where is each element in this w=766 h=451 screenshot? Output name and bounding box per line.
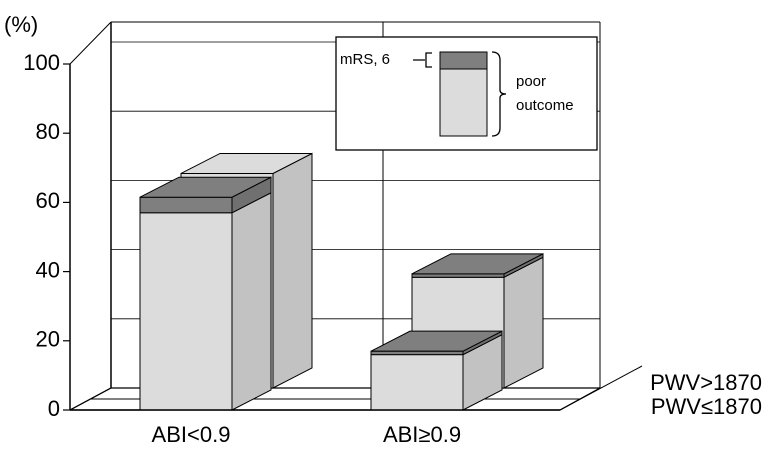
depth-label: PWV≤1870 <box>651 394 762 419</box>
bar-top <box>370 330 503 352</box>
y-tick-label: 100 <box>23 50 60 75</box>
legend-swatch <box>439 51 488 70</box>
x-tick-label: ABI≥0.9 <box>383 422 461 446</box>
bar-segment <box>370 350 464 356</box>
legend: mRS, 6 poor outcome <box>335 36 598 151</box>
y-axis-label: (%) <box>4 12 38 37</box>
bar-top <box>180 152 313 174</box>
bar-segment <box>139 196 233 214</box>
y-tick-label: 40 <box>36 257 60 282</box>
legend-bracket <box>491 51 507 137</box>
bar-side <box>231 191 272 411</box>
legend-label: poor <box>516 73 546 90</box>
y-tick-label: 0 <box>48 396 60 421</box>
side-wall <box>69 21 112 411</box>
y-tick-label: 80 <box>36 119 60 144</box>
depth-label: PWV>1870 <box>650 370 762 395</box>
y-tick-label: 20 <box>36 327 60 352</box>
bar-top <box>411 253 544 275</box>
depth-axis <box>559 365 643 411</box>
legend-bracket <box>413 52 432 68</box>
bar-top <box>139 176 272 198</box>
legend-label: mRS, 6 <box>340 51 390 68</box>
bar-side <box>503 256 544 389</box>
legend-swatch <box>439 68 488 137</box>
bar-segment <box>139 212 233 411</box>
bar-side <box>272 152 313 389</box>
bar-segment <box>411 273 505 278</box>
y-tick-label: 60 <box>36 188 60 213</box>
bar-segment <box>370 354 464 411</box>
x-tick-label: ABI<0.9 <box>152 422 231 446</box>
legend-label: outcome <box>516 97 574 114</box>
